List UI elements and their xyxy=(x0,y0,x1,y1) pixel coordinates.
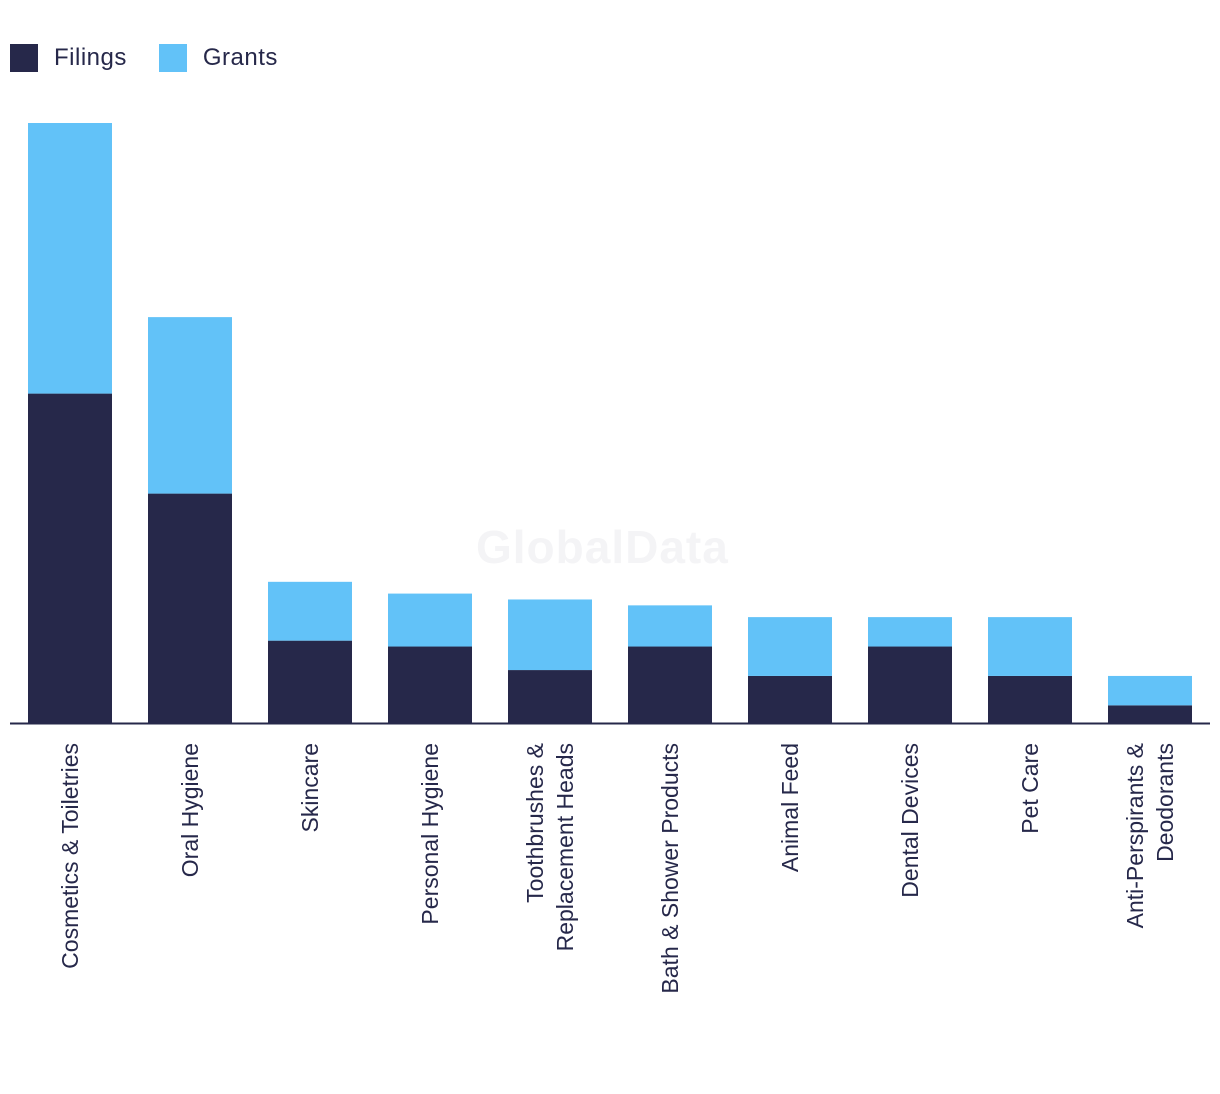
legend-swatch-filings xyxy=(10,44,38,72)
bar-grants-1 xyxy=(148,317,232,494)
legend-item-grants: Grants xyxy=(158,44,278,72)
x-tick-label-6: Animal Feed xyxy=(777,743,803,872)
x-tick-label-5: Bath & Shower Products xyxy=(657,743,683,994)
bar-filings-8 xyxy=(988,675,1072,723)
x-tick-label-1: Oral Hygiene xyxy=(177,743,203,877)
x-tick-label-4: Toothbrushes & Replacement Heads xyxy=(522,743,578,951)
x-tick-label-7: Dental Devices xyxy=(897,743,923,898)
bar-grants-7 xyxy=(868,617,952,647)
bar-filings-5 xyxy=(628,646,712,723)
legend-label-grants: Grants xyxy=(202,44,278,71)
x-tick-label-8: Pet Care xyxy=(1017,743,1043,834)
bar-grants-6 xyxy=(748,617,832,676)
bar-grants-8 xyxy=(988,617,1072,676)
bar-grants-2 xyxy=(268,581,352,641)
bar-grants-3 xyxy=(388,593,472,647)
legend-label-filings: Filings xyxy=(54,44,127,71)
bar-filings-4 xyxy=(508,670,592,723)
bar-filings-3 xyxy=(388,646,472,723)
bar-filings-2 xyxy=(268,640,352,723)
bar-grants-4 xyxy=(508,599,592,671)
bar-grants-9 xyxy=(1108,675,1192,706)
x-tick-label-2: Skincare xyxy=(297,743,323,832)
bar-filings-9 xyxy=(1108,705,1192,723)
x-tick-label-9: Anti-Perspirants & Deodorants xyxy=(1122,743,1178,928)
bar-filings-1 xyxy=(148,493,232,723)
bar-grants-5 xyxy=(628,605,712,647)
chart-legend: Filings Grants xyxy=(10,44,310,72)
legend-item-filings: Filings xyxy=(10,44,127,72)
x-tick-label-3: Personal Hygiene xyxy=(417,743,443,925)
legend-swatch-grants xyxy=(158,44,187,72)
watermark: GlobalData xyxy=(476,521,729,573)
bar-filings-6 xyxy=(748,675,832,723)
bar-filings-7 xyxy=(868,646,952,723)
x-tick-label-0: Cosmetics & Toiletries xyxy=(57,743,83,969)
bar-grants-0 xyxy=(28,123,112,394)
bar-filings-0 xyxy=(28,393,112,723)
